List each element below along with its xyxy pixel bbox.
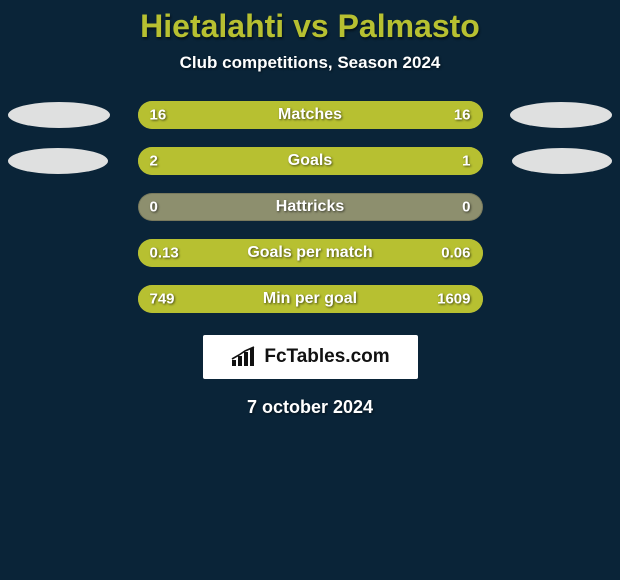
brand-text: FcTables.com [264,346,389,368]
stat-value-left: 0 [150,199,158,216]
stat-bar: 16 16 Matches [138,101,483,129]
stat-value-right: 0 [462,199,470,216]
stat-value-right: 1 [462,153,470,170]
stat-bar: 2 1 Goals [138,147,483,175]
player-ellipse-left [8,102,110,128]
player-ellipse-left [8,148,108,174]
stat-row: 749 1609 Min per goal [0,285,620,313]
stat-bar: 0.13 0.06 Goals per match [138,239,483,267]
stat-value-left: 0.13 [150,245,179,262]
stat-label: Matches [278,106,342,124]
stat-label: Goals [288,152,332,170]
stat-value-right: 0.06 [441,245,470,262]
stat-row: 0.13 0.06 Goals per match [0,239,620,267]
subtitle: Club competitions, Season 2024 [0,53,620,73]
stat-value-right: 16 [454,107,471,124]
stat-value-left: 2 [150,153,158,170]
stat-value-right: 1609 [437,291,470,308]
stat-value-left: 16 [150,107,167,124]
stats-container: 16 16 Matches 2 1 Goals 0 0 Hattricks 0.13 0.06 Goa… [0,101,620,313]
stat-label: Min per goal [263,290,357,308]
stat-bar-left-fill [138,147,369,175]
stat-bar: 0 0 Hattricks [138,193,483,221]
stat-value-left: 749 [150,291,175,308]
stat-row: 16 16 Matches [0,101,620,129]
stat-bar: 749 1609 Min per goal [138,285,483,313]
player-ellipse-right [510,102,612,128]
page-title: Hietalahti vs Palmasto [0,0,620,45]
brand-box: FcTables.com [203,335,418,379]
date-text: 7 october 2024 [0,397,620,418]
stat-row: 2 1 Goals [0,147,620,175]
stat-row: 0 0 Hattricks [0,193,620,221]
stat-label: Hattricks [276,198,344,216]
stat-label: Goals per match [247,244,372,262]
player-ellipse-right [512,148,612,174]
bar-chart-icon [230,346,258,368]
